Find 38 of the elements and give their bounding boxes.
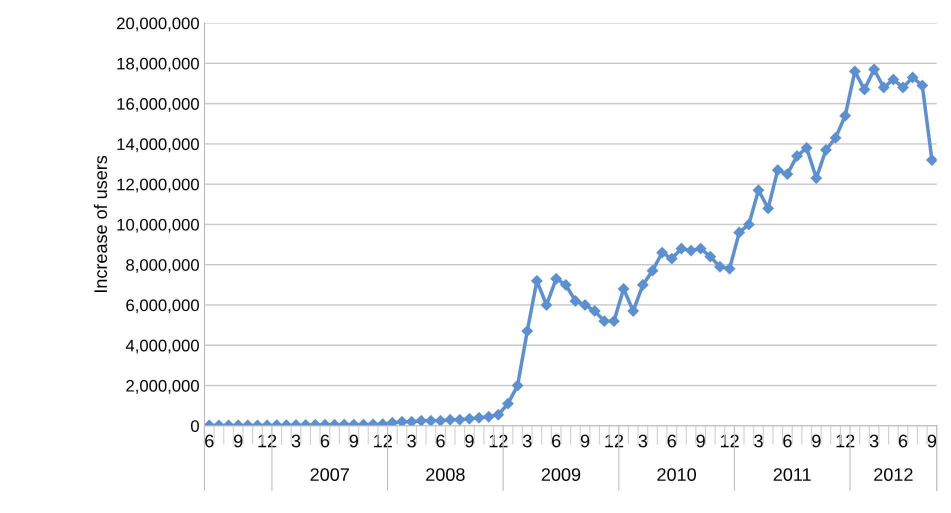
x-tick-label: 9 [696, 434, 705, 448]
x-tick-label: 6 [668, 434, 676, 448]
x-tick-label: 6 [205, 434, 214, 448]
y-tick-label: 4,000,000 [126, 340, 199, 354]
y-tick-label: 12,000,000 [117, 178, 199, 192]
x-tick-label: 9 [350, 434, 358, 448]
x-tick-label: 9 [928, 434, 936, 448]
x-tick-label: 6 [320, 434, 330, 448]
x-tick-label: 9 [812, 434, 820, 448]
x-tick-label: 6 [552, 434, 560, 448]
y-axis-title: Increase of users [94, 156, 108, 292]
x-tick-label: 9 [465, 434, 474, 448]
x-tick-label: 3 [754, 434, 763, 448]
text: 2012 [874, 468, 913, 481]
x-tick-label: 6 [783, 434, 792, 448]
y-tick-label: 14,000,000 [117, 138, 199, 152]
text: 2010 [657, 468, 696, 481]
x-tick-label: 3 [292, 434, 300, 448]
x-tick-label: 9 [580, 434, 590, 448]
x-tick-label: 3 [870, 434, 878, 448]
y-tick-label: 8,000,000 [126, 259, 199, 273]
text: 2009 [542, 468, 580, 481]
x-tick-label: 3 [407, 434, 416, 448]
text: 2008 [426, 468, 465, 481]
y-tick-label: 18,000,000 [117, 58, 199, 72]
y-tick-label: 10,000,000 [117, 218, 199, 233]
x-tick-label: 9 [234, 434, 242, 448]
x-tick-label: 3 [522, 434, 532, 448]
x-tick-label: 6 [898, 434, 908, 448]
y-tick-label: 0 [190, 420, 199, 432]
y-tick-label: 16,000,000 [117, 98, 199, 112]
text: 2011 [774, 468, 811, 481]
y-tick-label: 6,000,000 [126, 299, 199, 314]
y-tick-label: 2,000,000 [126, 380, 199, 394]
x-tick-label: 6 [436, 434, 445, 448]
x-tick-label: 3 [638, 434, 648, 448]
y-tick-label: 20,000,000 [117, 17, 199, 32]
text: 2007 [310, 468, 349, 481]
